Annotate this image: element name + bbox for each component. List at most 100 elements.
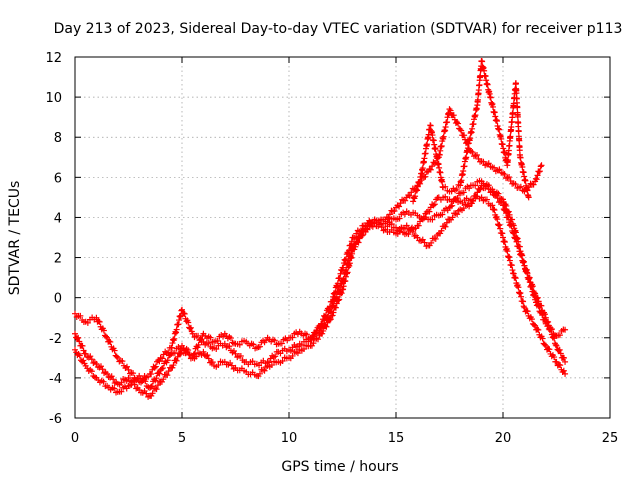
data-point (104, 370, 111, 377)
interpolated-markers (490, 206, 506, 237)
y-tick-label: -4 (49, 372, 62, 387)
data-point (510, 270, 517, 277)
x-tick-label: 20 (495, 431, 512, 446)
interpolated-markers (308, 327, 323, 341)
data-point (446, 106, 453, 113)
data-point (125, 366, 132, 373)
data-point (500, 234, 506, 241)
x-axis-label: GPS time / hours (281, 459, 398, 475)
interpolated-markers (442, 183, 453, 195)
interpolated-markers (234, 337, 248, 348)
data-point (410, 198, 417, 205)
interpolated-markers (308, 332, 323, 349)
interpolated-markers (405, 225, 419, 240)
ticks-layer: -6 -4 -2 0 2 4 6 8 10 12 0 5 10 15 20 25 (45, 51, 618, 446)
interpolated-markers (459, 195, 472, 206)
interpolated-markers (522, 265, 538, 299)
data-point (532, 322, 539, 329)
interpolated-markers (137, 388, 152, 400)
interpolated-markers (468, 185, 484, 207)
interpolated-markers (554, 361, 567, 376)
x-tick-label: 5 (178, 431, 186, 446)
interpolated-markers (170, 344, 184, 357)
interpolated-markers (437, 205, 451, 218)
interpolated-markers (554, 346, 567, 361)
interpolated-markers (116, 375, 130, 388)
interpolated-markers (105, 373, 120, 387)
interpolated-markers (522, 307, 538, 328)
series-track-3 (72, 177, 569, 396)
chart-title: Day 213 of 2023, Sidereal Day-to-day VTE… (54, 21, 623, 37)
interpolated-markers (511, 225, 527, 266)
data-point (500, 196, 506, 203)
data-point (232, 350, 239, 357)
interpolated-markers (277, 354, 290, 366)
data-point (414, 234, 421, 241)
interpolated-markers (255, 364, 270, 380)
interpolated-markers (544, 323, 558, 339)
interpolated-markers (504, 81, 519, 166)
interpolated-markers (436, 109, 453, 158)
y-tick-label: 12 (45, 51, 62, 66)
interpolated-markers (168, 307, 185, 351)
interpolated-markers (500, 199, 516, 227)
interpolated-markers (158, 352, 174, 372)
data-point (82, 350, 89, 357)
interpolated-markers (532, 163, 544, 183)
data-point (72, 330, 78, 337)
interpolated-markers (116, 357, 130, 372)
data-point (403, 222, 410, 229)
interpolated-markers (245, 358, 258, 368)
y-tick-label: -2 (49, 332, 62, 347)
interpolated-markers (362, 218, 377, 232)
data-point (542, 342, 549, 349)
interpolated-markers (201, 352, 216, 366)
interpolated-markers (447, 107, 463, 132)
data-point (562, 370, 569, 377)
interpolated-markers (298, 336, 312, 348)
interpolated-markers (116, 383, 130, 395)
y-tick-label: 0 (54, 292, 62, 307)
interpolated-markers (105, 338, 120, 360)
data-point (525, 194, 532, 201)
interpolated-markers (287, 348, 301, 362)
interpolated-markers (466, 105, 480, 144)
interpolated-markers (94, 318, 110, 340)
y-tick-label: -6 (49, 412, 62, 427)
interpolated-markers (405, 209, 419, 218)
interpolated-markers (448, 207, 462, 223)
interpolated-markers (517, 154, 532, 199)
data-point (521, 262, 528, 269)
x-tick-label: 0 (71, 431, 79, 446)
data-point (532, 296, 539, 303)
interpolated-markers (474, 58, 485, 106)
interpolated-markers (427, 122, 446, 190)
x-tick-label: 10 (281, 431, 298, 446)
interpolated-markers (245, 369, 258, 378)
interpolated-markers (512, 80, 523, 159)
interpolated-markers (84, 365, 98, 381)
interpolated-markers (213, 340, 226, 352)
data-point (179, 306, 185, 313)
interpolated-markers (223, 343, 237, 356)
y-tick-label: 10 (45, 91, 62, 106)
data-point (221, 340, 228, 347)
interpolated-markers (532, 299, 548, 323)
data-point (114, 354, 121, 361)
interpolated-markers (512, 181, 526, 194)
y-axis-label: SDTVAR / TECUs (7, 181, 23, 296)
interpolated-markers (416, 236, 430, 250)
interpolated-markers (73, 349, 88, 367)
interpolated-markers (384, 226, 397, 236)
y-tick-label: 4 (54, 211, 62, 226)
interpolated-markers (419, 126, 433, 174)
interpolated-markers (179, 310, 195, 335)
data-point (200, 348, 207, 355)
interpolated-markers (84, 353, 98, 366)
x-tick-label: 25 (602, 431, 619, 446)
y-tick-label: 2 (54, 252, 62, 267)
interpolated-markers (234, 352, 248, 366)
interpolated-markers (410, 170, 425, 202)
